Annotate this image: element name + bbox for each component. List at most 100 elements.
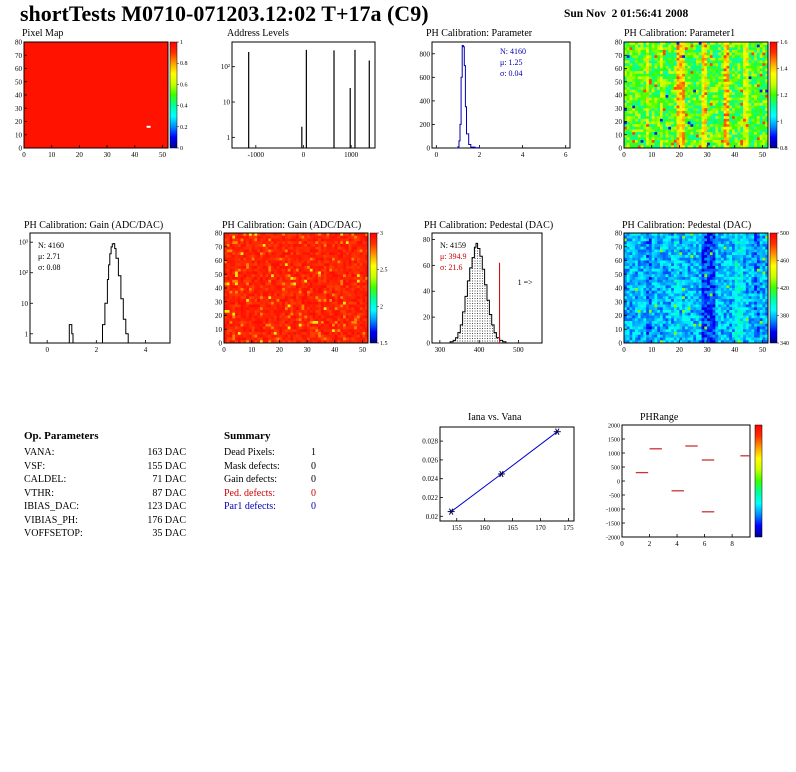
svg-text:1: 1 xyxy=(780,120,783,126)
svg-text:2.5: 2.5 xyxy=(380,268,388,274)
panel-gain-hist: PH Calibration: Gain (ADC/DAC) 0 2 4 1 10 10²… xyxy=(4,218,198,362)
svg-text:10: 10 xyxy=(648,151,656,159)
svg-text:50: 50 xyxy=(15,78,23,86)
summary-block: Summary Dead Pixels: 1 Mask defects: 0 Gain … xyxy=(224,430,316,514)
svg-text:500: 500 xyxy=(513,346,524,354)
svg-text:40: 40 xyxy=(615,92,623,100)
panel-ph-parameter: PH Calibration: Parameter 0 2 4 6 0 200 400 600… xyxy=(404,26,588,166)
summary-row-value: 1 xyxy=(311,447,316,458)
op-parameter-row-label: VOFFSETOP: xyxy=(24,528,83,539)
summary-row-value: 0 xyxy=(311,460,316,472)
svg-text:0: 0 xyxy=(427,145,431,153)
svg-text:200: 200 xyxy=(420,121,431,129)
svg-text:0: 0 xyxy=(222,346,226,354)
svg-text:70: 70 xyxy=(215,243,223,251)
panel-ph-parameter1-map: PH Calibration: Parameter1 0 10 20 30 40 50 0 1… xyxy=(600,26,796,166)
op-parameter-row-label: VTHR: xyxy=(24,487,54,499)
svg-text:60: 60 xyxy=(615,65,623,73)
svg-text:70: 70 xyxy=(15,52,23,60)
svg-text:80: 80 xyxy=(15,39,23,47)
svg-text:400: 400 xyxy=(420,97,431,105)
chart-title-phrange: PHRange xyxy=(640,412,679,423)
svg-text:0.8: 0.8 xyxy=(180,61,188,67)
svg-text:0: 0 xyxy=(219,340,223,348)
panel-phrange: PHRange 0 2 4 6 8 2000 1500 1000 500 0 -500 -1000 -1… xyxy=(592,410,796,552)
svg-text:10²: 10² xyxy=(221,63,230,71)
stats-box-gain: N: 4160 μ: 2.71 σ: 0.08 xyxy=(38,240,64,273)
svg-text:1: 1 xyxy=(227,134,231,142)
svg-text:30: 30 xyxy=(15,105,23,113)
svg-text:60: 60 xyxy=(15,65,23,73)
svg-text:40: 40 xyxy=(731,151,739,159)
pedestal-hist-plot: 300 400 500 0 20 40 60 80 1 => xyxy=(423,232,543,354)
summary-row: Par1 defects: 0 xyxy=(224,500,316,514)
svg-text:10²: 10² xyxy=(19,269,28,277)
chart-title-ph-parameter1-map: PH Calibration: Parameter1 xyxy=(624,28,736,39)
svg-text:80: 80 xyxy=(215,230,223,238)
panel-address-levels: Address Levels -1000 0 1000 1 10 10² xyxy=(208,26,392,166)
summary-row: Ped. defects: 0 xyxy=(224,487,316,501)
svg-text:300: 300 xyxy=(435,346,446,354)
summary-row: Gain defects: 0 xyxy=(224,473,316,487)
svg-text:50: 50 xyxy=(359,346,367,354)
svg-text:1000: 1000 xyxy=(344,151,359,159)
svg-text:20: 20 xyxy=(676,151,684,159)
svg-text:4: 4 xyxy=(521,151,525,159)
svg-text:2: 2 xyxy=(95,346,99,354)
svg-text:2: 2 xyxy=(478,151,482,159)
stats-box-parameter: N: 4160 μ: 1.25 σ: 0.04 xyxy=(500,46,526,79)
svg-text:0: 0 xyxy=(180,146,183,152)
stats-line: N: 4160 xyxy=(38,241,64,250)
summary-row-value: 0 xyxy=(311,487,316,499)
panel-pixel-map: Pixel Map 0 10 20 30 40 50 0 10 20 30 40 50 60 70 80 1 0… xyxy=(4,26,198,166)
svg-text:0: 0 xyxy=(22,151,26,159)
svg-text:1 =>: 1 => xyxy=(518,278,534,287)
svg-text:-1000: -1000 xyxy=(248,151,265,159)
svg-text:10: 10 xyxy=(48,151,56,159)
chart-title-ph-parameter: PH Calibration: Parameter xyxy=(426,28,533,39)
svg-text:30: 30 xyxy=(104,151,112,159)
svg-text:1.2: 1.2 xyxy=(780,93,788,99)
svg-text:10: 10 xyxy=(15,131,23,139)
stats-line: μ: 1.25 xyxy=(500,58,523,67)
op-parameter-row: CALDEL: 71 DAC xyxy=(24,473,186,487)
svg-text:600: 600 xyxy=(420,74,431,82)
panel-pedestal-hist: PH Calibration: Pedestal (DAC) 300 400 500… xyxy=(404,218,588,362)
svg-text:10: 10 xyxy=(615,131,623,139)
ph-parameter-plot: 0 2 4 6 0 200 400 600 800 xyxy=(420,41,571,159)
svg-text:10: 10 xyxy=(215,326,223,334)
svg-text:40: 40 xyxy=(331,346,339,354)
chart-title-pixel-map: Pixel Map xyxy=(22,28,64,39)
panel-pedestal-map: PH Calibration: Pedestal (DAC) 0 10 20 30 40… xyxy=(600,218,796,362)
summary-row: Mask defects: 0 xyxy=(224,460,316,474)
stats-line: μ: 2.71 xyxy=(38,252,61,261)
op-parameter-row-value: 155 DAC xyxy=(147,460,186,472)
chart-title-pedestal-hist: PH Calibration: Pedestal (DAC) xyxy=(424,220,554,231)
svg-text:40: 40 xyxy=(131,151,139,159)
svg-text:10³: 10³ xyxy=(19,239,28,247)
stats-line: N: 4160 xyxy=(500,47,526,56)
op-parameter-row-value: 176 DAC xyxy=(147,514,186,526)
op-parameter-row-label: VIBIAS_PH: xyxy=(24,514,78,526)
op-parameter-row-value: 87 DAC xyxy=(152,487,186,499)
chart-title-pedestal-map: PH Calibration: Pedestal (DAC) xyxy=(622,220,752,231)
svg-text:40: 40 xyxy=(215,285,223,293)
svg-text:10: 10 xyxy=(21,300,29,308)
pixel-map-plot: 0 10 20 30 40 50 0 10 20 30 40 50 60 70 80 1 0.8 0.6 0.4 0.… xyxy=(15,39,188,160)
svg-text:0: 0 xyxy=(45,346,49,354)
svg-text:4: 4 xyxy=(144,346,148,354)
svg-text:50: 50 xyxy=(615,78,623,86)
svg-text:0.6: 0.6 xyxy=(180,82,188,88)
svg-text:20: 20 xyxy=(423,314,431,322)
svg-text:1.6: 1.6 xyxy=(780,40,788,46)
svg-text:50: 50 xyxy=(159,151,167,159)
svg-text:1: 1 xyxy=(25,330,29,338)
op-parameter-row: VANA: 163 DAC xyxy=(24,446,186,460)
svg-text:2: 2 xyxy=(380,304,383,310)
svg-text:400: 400 xyxy=(474,346,485,354)
svg-text:1: 1 xyxy=(180,40,183,46)
stats-line: σ: 0.04 xyxy=(500,69,523,78)
svg-text:10: 10 xyxy=(223,99,231,107)
svg-text:0: 0 xyxy=(19,145,23,153)
svg-text:60: 60 xyxy=(423,262,431,270)
